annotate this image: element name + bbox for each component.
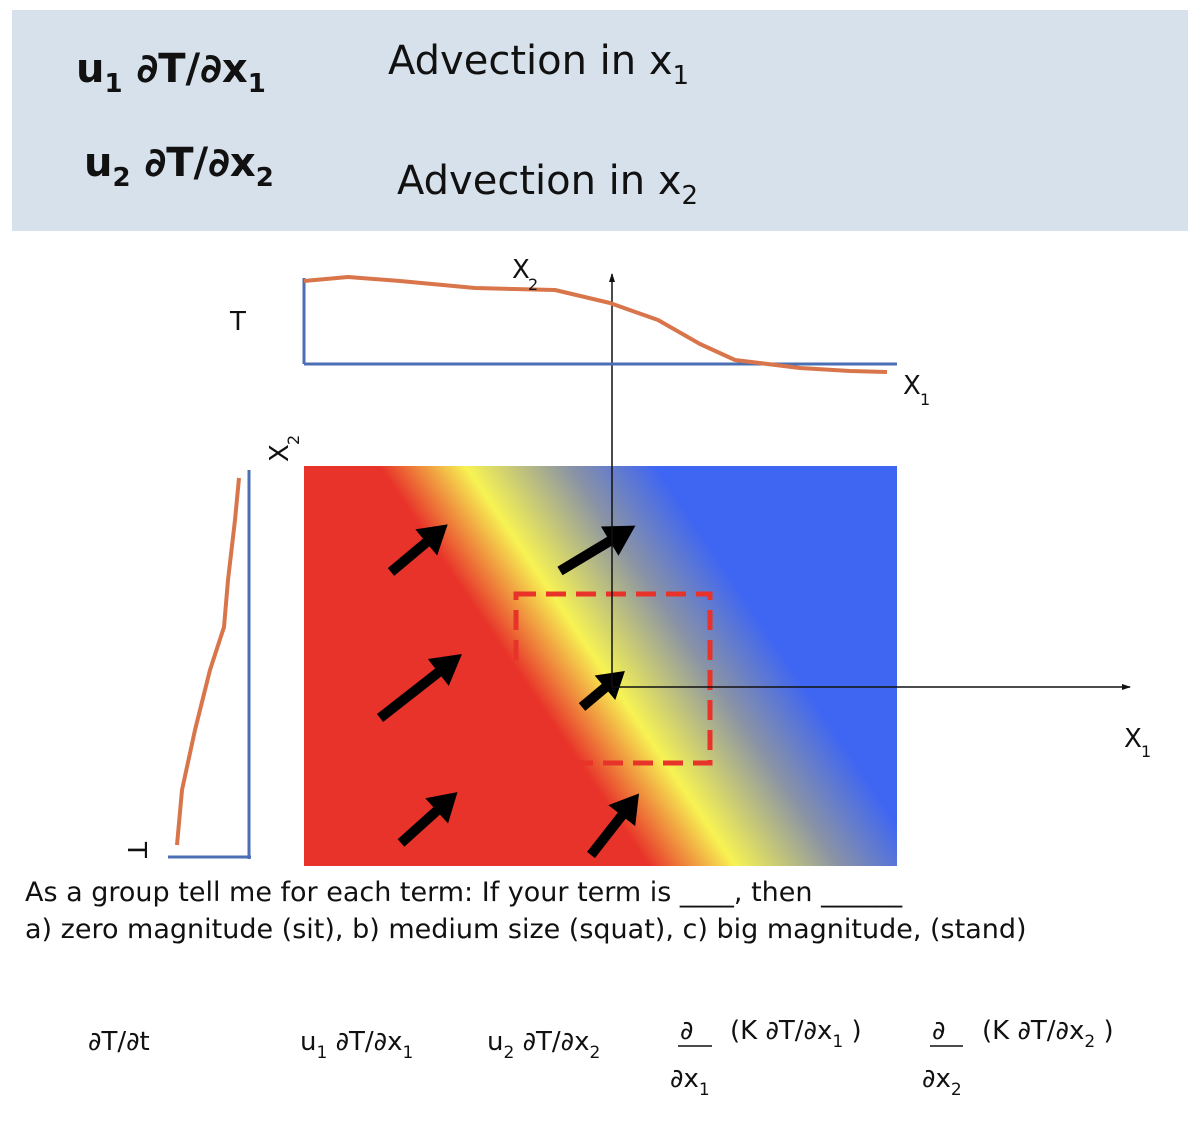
top-profile-t-label: T	[229, 307, 246, 337]
velocity-arrow	[376, 653, 462, 722]
eq-term-diffusion-x2-num: ∂	[932, 1016, 946, 1046]
left-temperature-profile	[168, 470, 251, 859]
left-profile-t-label: T	[121, 841, 151, 858]
top-profile-x2-sub: 2	[528, 275, 538, 294]
desc-advection-x2: Advection in x2	[397, 158, 699, 211]
question-line-2: a) zero magnitude (sit), b) medium size …	[25, 914, 1027, 945]
desc-advection-x1: Advection in x1	[388, 38, 690, 91]
top-profile-x2-label: X	[512, 255, 530, 285]
control-volume-box	[513, 591, 713, 766]
svg-text:2: 2	[284, 435, 303, 445]
eq-term-u2: u2 ∂T/∂x2	[487, 1027, 601, 1063]
velocity-arrow	[587, 793, 640, 859]
top-profile-curve	[303, 275, 888, 374]
header-banner	[12, 10, 1188, 231]
temperature-field	[304, 466, 897, 866]
main-x1-label: X	[1124, 724, 1142, 754]
question-line-1: As a group tell me for each term: If you…	[25, 877, 903, 908]
eq-term-diffusion-x1-den: ∂x1	[670, 1064, 710, 1100]
svg-text:T: T	[121, 841, 151, 858]
top-temperature-profile	[302, 275, 897, 374]
term-advection-x1: u1 ∂T/∂x1	[76, 46, 266, 99]
eq-term-diffusion-x2-den: ∂x2	[922, 1064, 962, 1100]
velocity-arrow	[387, 524, 448, 576]
main-x1-sub: 1	[1141, 742, 1151, 761]
svg-text:X: X	[265, 444, 295, 462]
left-profile-curve	[175, 477, 241, 846]
top-profile-x1-label: X	[903, 371, 921, 401]
velocity-arrow	[397, 792, 458, 847]
eq-term-diffusion-x2-paren: (K ∂T/∂x2 )	[982, 1016, 1114, 1052]
velocity-arrows	[376, 524, 640, 859]
velocity-arrow	[557, 525, 636, 576]
eq-term-diffusion-x1-num: ∂	[680, 1016, 694, 1046]
term-advection-x2: u2 ∂T/∂x2	[84, 140, 274, 193]
eq-term-u1: u1 ∂T/∂x1	[300, 1027, 414, 1063]
top-profile-x1-sub: 1	[920, 390, 930, 409]
eq-term-diffusion-x1-paren: (K ∂T/∂x1 )	[730, 1016, 862, 1052]
velocity-arrow	[578, 671, 625, 711]
eq-term-dTdt: ∂T/∂t	[88, 1027, 150, 1057]
left-profile-x2-label: X 2	[265, 435, 303, 462]
